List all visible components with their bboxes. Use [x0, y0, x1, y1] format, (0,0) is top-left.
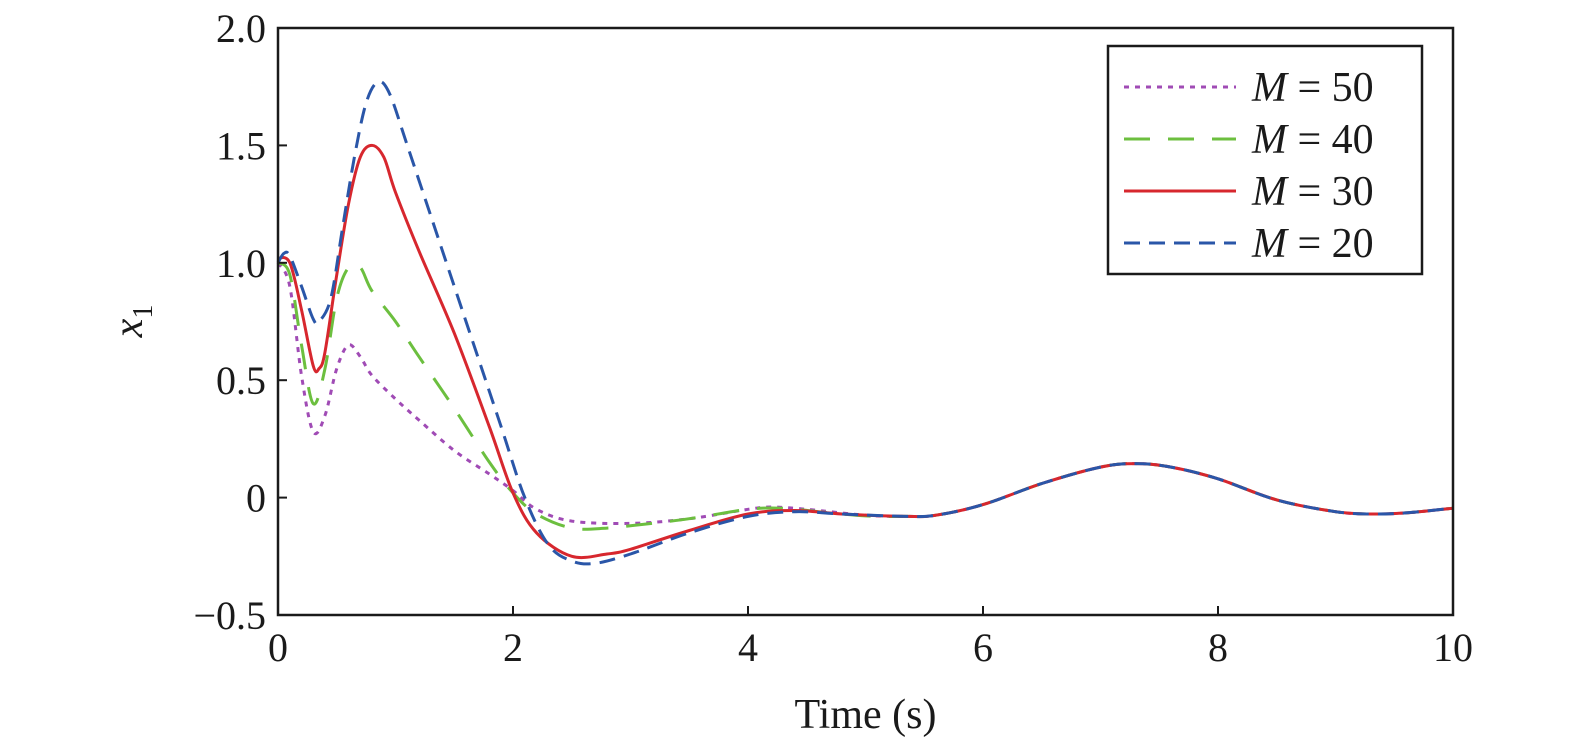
x-tick-label: 6	[973, 625, 993, 670]
y-axis-label: x1	[106, 305, 159, 339]
y-tick-label: 0.5	[216, 358, 266, 403]
y-tick-label: 2.0	[216, 6, 266, 51]
x-tick-label: 2	[503, 625, 523, 670]
y-axis-symbol: x	[106, 318, 152, 338]
legend-label-0: M = 50	[1251, 65, 1374, 111]
legend-value: = 20	[1287, 221, 1374, 267]
y-tick-label: 1.5	[216, 123, 266, 168]
y-tick-label: −0.5	[193, 593, 266, 638]
series-line-1	[276, 261, 1454, 531]
legend-label-2: M = 30	[1251, 169, 1374, 215]
legend-value: = 40	[1287, 117, 1374, 163]
legend-variable: M	[1251, 169, 1289, 215]
legend-label-3: M = 20	[1251, 221, 1374, 267]
y-axis-subscript: 1	[128, 305, 159, 319]
series-layer	[276, 80, 1454, 566]
legend-value: = 30	[1287, 169, 1374, 215]
y-tick-label: 0	[246, 476, 266, 521]
x-tick-label: 8	[1208, 625, 1228, 670]
plot-frame	[276, 26, 1455, 617]
x-tick-label: 0	[268, 625, 288, 670]
legend-box	[1106, 44, 1424, 276]
legend-label-1: M = 40	[1251, 117, 1374, 163]
x-tick-label: 10	[1433, 625, 1473, 670]
series-line-0	[276, 261, 1454, 526]
legend: M = 50M = 40M = 30M = 20	[1106, 44, 1424, 276]
legend-variable: M	[1251, 65, 1289, 111]
y-tick-label: 1.0	[216, 241, 266, 286]
ticks-layer	[277, 27, 1454, 616]
series-line-3	[276, 80, 1454, 566]
legend-variable: M	[1251, 221, 1289, 267]
legend-variable: M	[1251, 117, 1289, 163]
x-axis-label: Time (s)	[795, 692, 937, 738]
legend-value: = 50	[1287, 65, 1374, 111]
x-tick-label: 4	[738, 625, 758, 670]
